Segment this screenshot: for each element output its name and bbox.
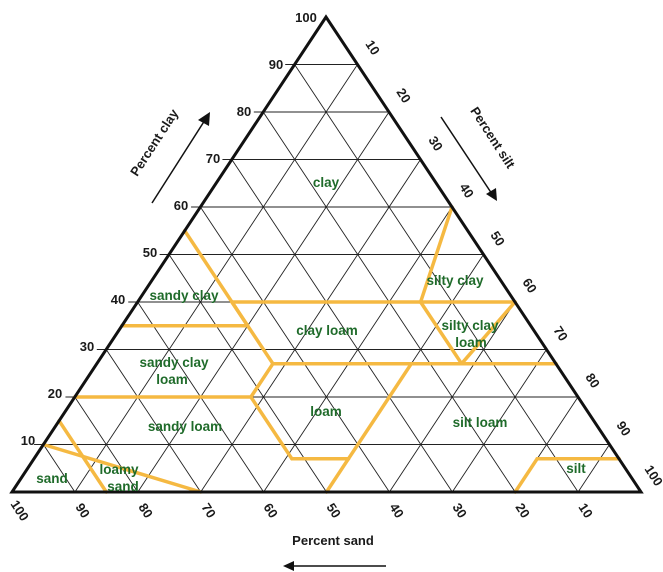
label-clay-loam: clay loam: [296, 323, 358, 338]
sand-tick-90: 90: [73, 500, 93, 520]
silt-axis-ticks: 10 20 30 40 50 60 70 80 90 100: [363, 37, 663, 488]
region-labels: clay silty clay sandy clay clay loam sil…: [36, 175, 586, 494]
clay-tick-70: 70: [206, 151, 220, 166]
silt-tick-70: 70: [551, 323, 571, 343]
label-sandy-clay-loam-line2: loam: [156, 372, 188, 387]
clay-tick-20: 20: [48, 386, 62, 401]
clay-tick-10: 10: [21, 433, 35, 448]
grid-lines: [33, 64, 610, 493]
silt-tick-90: 90: [614, 418, 634, 438]
boundary-line-9: [249, 395, 294, 461]
boundary-line-7: [230, 300, 275, 366]
clay-tick-90: 90: [269, 57, 283, 72]
label-silty-clay-loam-line1: silty clay: [441, 318, 499, 333]
boundary-line-4: [418, 300, 464, 366]
label-loamy-sand-line2: sand: [107, 479, 139, 494]
label-silty-clay: silty clay: [426, 273, 484, 288]
clay-axis-title: Percent clay: [127, 106, 182, 179]
grid-line-sand-70: [105, 349, 202, 493]
sand-axis-title: Percent sand: [292, 533, 374, 548]
label-clay: clay: [313, 175, 340, 190]
grid-line-sand-50: [168, 254, 327, 493]
clay-tick-50: 50: [143, 245, 157, 260]
silt-tick-30: 30: [426, 133, 446, 153]
silt-tick-10: 10: [363, 37, 383, 57]
grid-line-silt-90: [577, 444, 610, 493]
label-loam: loam: [310, 404, 342, 419]
grid-line-silt-30: [200, 159, 421, 493]
boundary-line-12: [324, 456, 351, 494]
sand-tick-60: 60: [261, 500, 281, 520]
clay-tick-60: 60: [174, 198, 188, 213]
clay-tick-30: 30: [80, 339, 94, 354]
grid-line-sand-10: [294, 64, 579, 493]
grid-line-sand-90: [42, 444, 76, 493]
label-silt: silt: [566, 461, 586, 476]
sand-tick-20: 20: [513, 500, 533, 520]
silt-axis-title: Percent silt: [467, 104, 518, 172]
label-silt-loam: silt loam: [453, 415, 508, 430]
sand-tick-50: 50: [324, 500, 344, 520]
silt-tick-50: 50: [488, 228, 508, 248]
sand-tick-80: 80: [136, 500, 156, 520]
silt-tick-100: 100: [642, 462, 663, 488]
sand-tick-30: 30: [450, 500, 470, 520]
clay-tick-80: 80: [237, 104, 251, 119]
sand-tick-40: 40: [387, 500, 407, 520]
grid-line-silt-70: [451, 349, 547, 493]
grid-line-sand-30: [231, 159, 453, 493]
sand-tick-10: 10: [576, 500, 596, 520]
boundary-line-14: [459, 300, 517, 366]
sand-axis-ticks: 100 90 80 70 60 50 40 30 20 10: [8, 497, 596, 523]
label-sandy-clay-loam-line1: sandy clay: [139, 355, 209, 370]
label-sand: sand: [36, 471, 68, 486]
sand-tick-70: 70: [199, 500, 219, 520]
texture-boundaries: [41, 205, 621, 494]
label-loamy-sand-line1: loamy: [99, 462, 139, 477]
clay-tick-100: 100: [295, 10, 317, 25]
clay-arrow-icon: [151, 112, 210, 204]
label-sandy-clay: sandy clay: [149, 288, 219, 303]
sand-arrow-icon: [283, 561, 386, 571]
boundary-line-18: [513, 456, 539, 494]
sand-tick-100: 100: [8, 497, 32, 523]
label-sandy-loam: sandy loam: [148, 419, 222, 434]
boundary-line-16: [41, 442, 203, 494]
boundary-line-2: [418, 205, 454, 304]
silt-arrow-icon: [440, 116, 497, 201]
clay-tick-40: 40: [111, 292, 125, 307]
silt-tick-60: 60: [520, 275, 540, 295]
clay-axis-ticks: 10 20 30 40 50 60 70 80 90 100: [21, 10, 317, 448]
boundary-line-11: [346, 361, 414, 461]
silt-tick-80: 80: [583, 370, 603, 390]
silt-tick-20: 20: [394, 85, 414, 105]
triangle-outline: [9, 14, 644, 494]
label-silty-clay-loam-line2: loam: [455, 335, 487, 350]
grid-line-sand-80: [74, 396, 139, 493]
silt-tick-40: 40: [457, 180, 477, 200]
grid-line-silt-60: [388, 301, 516, 493]
boundary-line-6: [249, 361, 275, 399]
